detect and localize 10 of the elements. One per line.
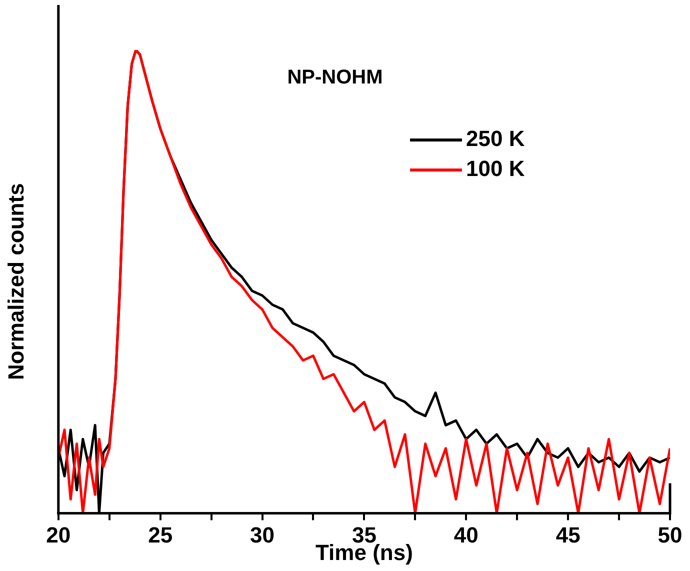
y-axis-title: Normalized counts (3, 183, 28, 380)
x-tick-label: 30 (250, 522, 275, 548)
legend-label: 250 K (466, 126, 525, 152)
x-tick-label: 25 (148, 522, 173, 548)
legend-label: 100 K (466, 156, 525, 182)
x-tick-label: 40 (454, 522, 478, 548)
x-tick-label: 20 (46, 522, 71, 548)
x-tick-label: 50 (658, 522, 682, 548)
text: NP-NOHM (287, 66, 383, 89)
x-tick-label: 45 (556, 522, 580, 548)
